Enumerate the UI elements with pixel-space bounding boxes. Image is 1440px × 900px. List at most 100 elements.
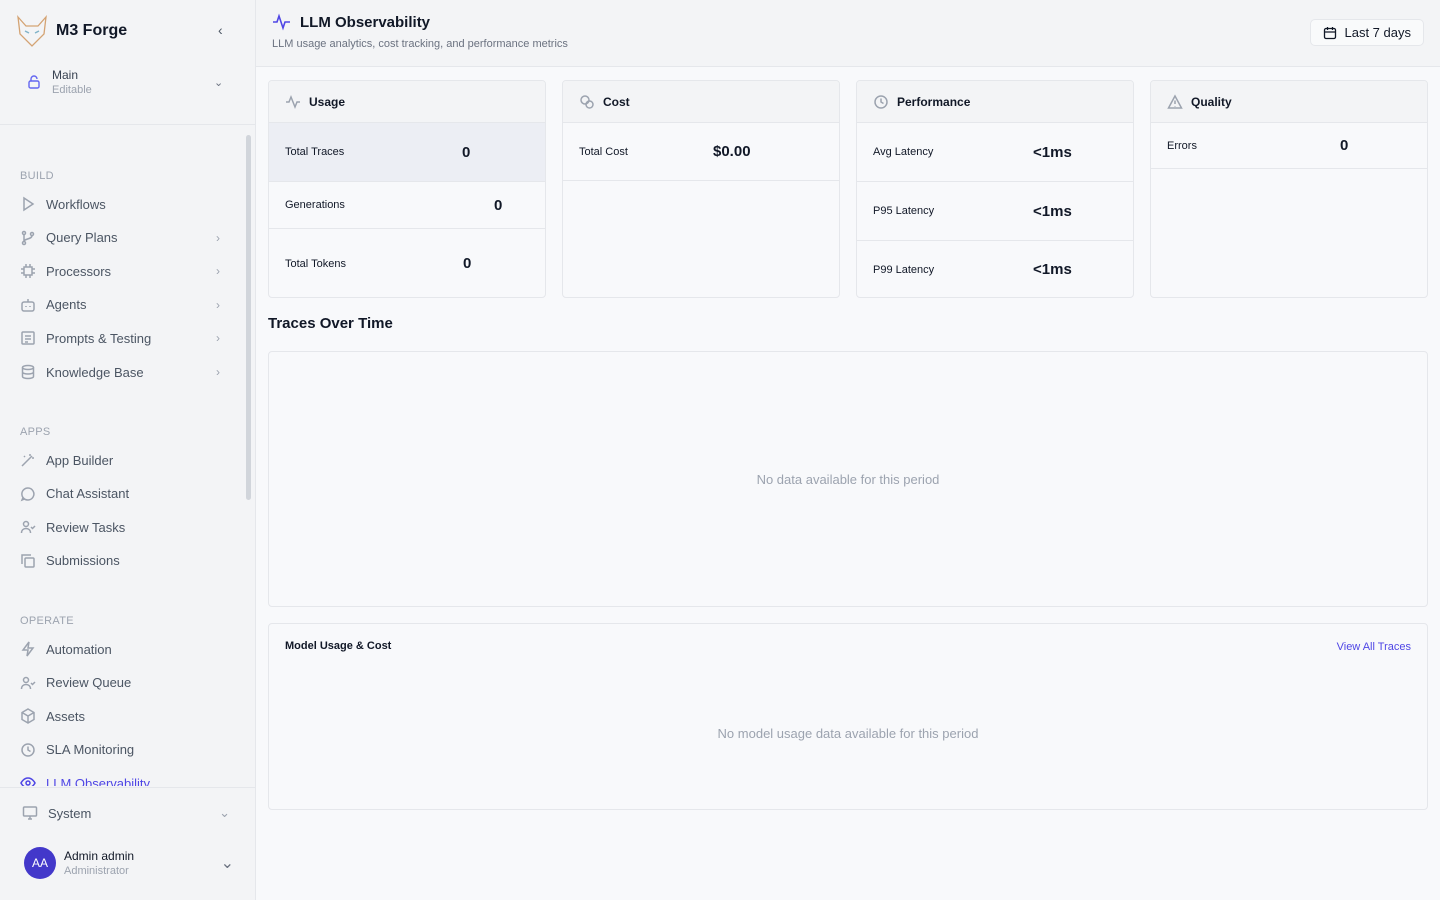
sidebar-item-label: Agents [46,297,87,313]
sidebar-item-llm-observability[interactable]: LLM Observability [20,771,230,786]
metric-row: Total Traces 0 [269,123,545,182]
metric-row: P99 Latency <1ms [857,241,1133,297]
metric-row: Total Tokens 0 [269,229,545,297]
sidebar-scrollbar[interactable] [246,135,251,500]
metric-label: Total Tokens [285,257,346,270]
database-icon [21,364,35,380]
fox-logo-icon [17,15,47,47]
metric-row: Total Cost $0.00 [563,123,839,181]
usage-card-header: Usage [269,81,545,123]
sidebar-item-review-tasks[interactable]: Review Tasks [20,515,230,539]
collapse-sidebar-button[interactable]: ‹ [218,22,223,38]
sidebar-item-sla-monitoring[interactable]: SLA Monitoring [20,738,230,762]
metric-value: $0.00 [713,143,751,160]
section-label-operate: OPERATE [20,615,74,627]
sidebar-item-review-queue[interactable]: Review Queue [20,671,230,695]
chevron-down-icon[interactable]: ⌄ [214,77,224,89]
package-icon [21,708,35,725]
user-menu[interactable]: AA Admin admin Administrator ⌄ [24,847,234,879]
user-check-icon [20,676,36,689]
metric-value: 0 [1340,137,1349,154]
traces-empty-message: No data available for this period [756,472,940,487]
play-icon [23,196,35,212]
performance-card: Performance Avg Latency <1ms P95 Latency <1m… [856,80,1134,298]
sidebar-item-label: Processors [46,263,112,279]
section-label-build: BUILD [20,170,54,182]
section-label-apps: APPS [20,426,51,438]
divider [0,787,255,788]
brand[interactable]: M3 Forge [16,14,127,48]
sidebar-item-label: Knowledge Base [46,364,144,380]
sidebar-item-app-builder[interactable]: App Builder [20,448,230,472]
calendar-icon [1323,26,1336,39]
avatar: AA [24,847,56,879]
view-all-traces-link[interactable]: View All Traces [1336,641,1411,653]
clock-icon [21,743,35,757]
sidebar-item-query-plans[interactable]: Query Plans › [20,226,230,250]
workspace-selector[interactable]: Main Editable [26,68,92,96]
quality-card: Quality Errors 0 [1150,80,1428,298]
system-menu[interactable]: System ⌄ [22,805,232,821]
monitor-icon [22,806,38,820]
eye-icon [20,777,36,786]
chevron-right-icon: › [216,264,220,279]
metric-label: P99 Latency [873,263,935,276]
sidebar-item-assets[interactable]: Assets [20,704,230,728]
sidebar-item-label: Chat Assistant [46,486,130,502]
model-usage-empty-message: No model usage data available for this p… [717,726,979,741]
coins-icon [580,94,594,109]
chevron-right-icon: › [216,365,220,379]
chevron-down-icon: ⌄ [220,855,234,872]
chevron-right-icon: › [216,331,220,346]
divider [0,124,255,125]
sidebar-item-knowledge-base[interactable]: Knowledge Base › [20,360,230,384]
activity-icon [273,13,290,31]
cost-card: Cost Total Cost $0.00 [562,80,840,298]
sidebar-item-label: Assets [46,708,86,724]
user-role: Administrator [64,865,129,877]
user-name: Admin admin [64,849,135,863]
metric-value: 0 [462,143,471,161]
bot-icon [21,298,35,312]
metric-value: 0 [494,196,503,214]
sidebar-item-prompts-testing[interactable]: Prompts & Testing › [20,326,230,350]
cpu-icon [21,264,35,279]
metric-value: <1ms [1033,261,1072,278]
metric-label: Generations [285,199,345,211]
sidebar-item-label: Automation [46,641,112,657]
sidebar-item-processors[interactable]: Processors › [20,259,230,283]
sidebar-item-label: Review Queue [46,675,132,691]
metric-label: Avg Latency [873,146,934,158]
sidebar-nav: BUILD Workflows Query Plans › Processors › Age… [0,126,248,786]
sidebar-item-agents[interactable]: Agents › [20,293,230,317]
page-title: LLM Observability [272,12,430,32]
traces-title: Traces Over Time [268,315,393,332]
date-range-button[interactable]: Last 7 days [1309,19,1424,46]
usage-card-title: Usage [309,94,346,109]
sidebar-item-automation[interactable]: Automation [20,637,230,661]
sidebar-item-submissions[interactable]: Submissions [20,549,230,573]
sidebar-item-label: Prompts & Testing [46,330,152,346]
chevron-right-icon: › [216,230,220,245]
sidebar-item-workflows[interactable]: Workflows [20,192,230,216]
cost-card-title: Cost [603,94,630,109]
quality-card-title: Quality [1191,94,1232,109]
page-subtitle: LLM usage analytics, cost tracking, and … [272,38,568,50]
usage-card: Usage Total Traces 0 Generations 0 Total Toke… [268,80,546,298]
sidebar-item-label: Workflows [46,196,106,212]
message-circle-icon [20,486,35,501]
sidebar-item-chat-assistant[interactable]: Chat Assistant [20,482,230,506]
copy-icon [21,554,35,568]
file-text-icon [21,331,35,346]
clock-icon [874,94,888,109]
wand-icon [21,454,34,467]
page-title-text: LLM Observability [300,13,431,31]
model-usage-panel: Model Usage & Cost View All Traces No mo… [268,623,1428,810]
chevron-down-icon: ⌄ [219,805,230,820]
metric-value: <1ms [1033,202,1072,220]
metric-row: P95 Latency <1ms [857,182,1133,241]
activity-icon [286,94,300,109]
metric-label: Total Cost [579,145,628,158]
user-check-icon [20,520,36,534]
page-header: LLM Observability LLM usage analytics, c… [256,0,1440,67]
